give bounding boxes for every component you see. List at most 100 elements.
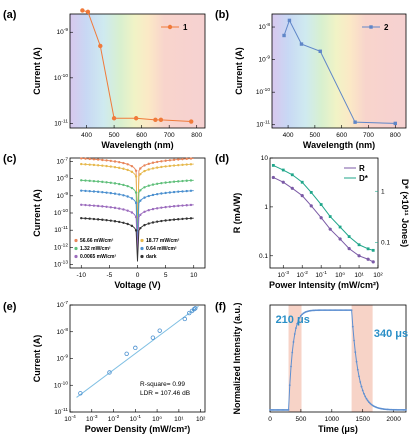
legend-marker <box>140 246 144 251</box>
data-point <box>276 409 279 411</box>
data-point <box>147 208 150 212</box>
data-point <box>80 157 83 160</box>
data-point <box>143 169 146 173</box>
data-point <box>164 165 167 168</box>
data-point <box>300 194 304 198</box>
data-point <box>101 164 104 167</box>
legend-label: 1.32 mW/cm² <box>80 246 111 252</box>
y-tick-label: 10-11 <box>54 118 68 127</box>
legend-label: 1 <box>183 23 188 32</box>
data-point <box>164 191 167 195</box>
data-point <box>185 179 188 182</box>
data-point <box>301 313 304 316</box>
data-point <box>88 204 91 207</box>
y-tick-label: 10-10 <box>256 87 270 96</box>
legend-marker <box>74 254 78 259</box>
y2-axis-label: D* (×10¹¹ Jones) <box>400 179 410 247</box>
x-tick-label: 600 <box>336 132 347 139</box>
y-tick-label: 10-10 <box>54 208 68 217</box>
panel-f: (f) Time (μs) Normalized Intensity (a.u.) 0… <box>215 301 408 434</box>
series-line <box>283 19 396 124</box>
data-point <box>299 42 304 46</box>
x-tick-label: -10 <box>77 272 87 279</box>
data-point <box>143 223 146 227</box>
data-point <box>134 215 138 219</box>
data-point <box>285 409 287 411</box>
data-point <box>321 309 323 312</box>
data-point <box>164 181 167 184</box>
data-point <box>405 409 407 411</box>
data-point <box>139 172 142 176</box>
data-point <box>277 409 280 411</box>
data-point <box>109 219 112 222</box>
data-point <box>122 167 125 170</box>
x-tick-label: 10-3 <box>278 270 290 279</box>
data-point <box>293 333 296 335</box>
data-point <box>105 164 108 168</box>
x-tick-label: 10⁰ <box>335 272 345 279</box>
data-point <box>354 351 357 353</box>
data-point <box>181 204 184 207</box>
data-point <box>84 179 87 182</box>
data-point <box>189 157 193 160</box>
data-point <box>172 218 176 221</box>
data-point <box>329 309 332 312</box>
x-tick-label: 10¹ <box>354 272 364 279</box>
legend-marker <box>140 254 144 259</box>
data-point <box>109 206 112 209</box>
data-point <box>126 184 129 188</box>
data-point <box>189 203 193 207</box>
data-point <box>118 160 121 164</box>
data-point <box>181 163 184 167</box>
data-point <box>133 345 138 351</box>
x-tick-label: 0 <box>136 272 140 279</box>
y-axis-label: Current (A) <box>32 47 42 95</box>
data-point <box>343 309 346 311</box>
data-point <box>155 166 159 169</box>
fit-line <box>76 305 199 398</box>
data-point <box>363 392 365 395</box>
panel-label-f: (f) <box>215 301 226 313</box>
data-point <box>332 309 334 311</box>
y-tick-label: 10-9 <box>57 27 69 36</box>
data-point <box>164 205 167 209</box>
data-point <box>139 189 142 192</box>
data-point <box>88 189 91 193</box>
data-point <box>126 209 129 212</box>
data-point <box>118 207 121 210</box>
data-point <box>271 409 274 411</box>
x-tick-label: 700 <box>164 132 175 139</box>
data-point <box>271 164 275 167</box>
data-point <box>150 335 156 340</box>
plot-frame <box>69 13 206 129</box>
x-tick-label: 700 <box>363 132 374 139</box>
data-point <box>139 226 142 230</box>
data-point <box>185 189 188 193</box>
data-point <box>346 309 349 311</box>
shaded-region <box>351 305 373 412</box>
data-point <box>281 409 284 411</box>
data-point <box>126 222 129 226</box>
data-point <box>160 192 163 195</box>
data-point <box>323 309 326 312</box>
data-point <box>96 204 100 208</box>
data-point <box>118 166 121 170</box>
x-axis-label: Power Density (mW/cm²) <box>85 424 191 434</box>
data-point <box>290 173 294 177</box>
x-tick-label: 10-2 <box>296 270 308 279</box>
data-point <box>318 49 322 53</box>
data-point <box>298 316 301 319</box>
data-point <box>126 195 129 198</box>
data-point <box>96 218 100 221</box>
data-point <box>177 218 180 221</box>
data-point <box>134 191 138 194</box>
x-tick-label: 10-4 <box>64 414 76 423</box>
data-point <box>339 309 342 311</box>
panel-a: (a) Wavelength (nm) Current (A) 400 500 600 70… <box>3 8 206 150</box>
y2-tick-label: 0.1 <box>381 239 390 246</box>
y-tick-label: 10-9 <box>57 191 69 200</box>
data-point <box>345 309 348 311</box>
y-tick-label: 10-13 <box>54 260 68 269</box>
y-tick-label: 10-8 <box>57 174 69 183</box>
